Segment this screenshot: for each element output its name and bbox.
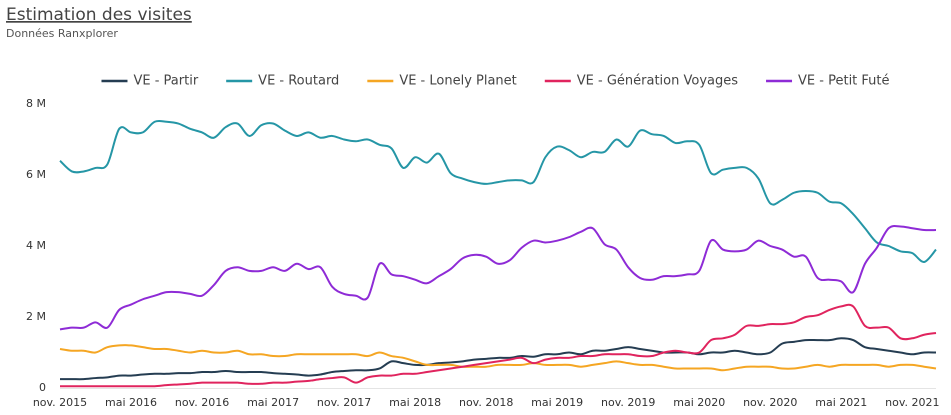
- line-series: [59, 337, 937, 381]
- legend-label: VE - Partir: [133, 74, 198, 89]
- y-tick-label: 0: [39, 381, 46, 394]
- line-series: [60, 303, 937, 388]
- y-tick-label: 2 M: [26, 310, 46, 323]
- y-tick-label: 6 M: [26, 168, 46, 181]
- chart-title: Estimation des visites: [6, 5, 192, 25]
- line-series: [59, 344, 937, 372]
- line-series: [59, 119, 937, 263]
- x-tick-label: nov. 2019: [601, 396, 655, 409]
- x-tick-label: nov. 2015: [33, 396, 87, 409]
- chart-subtitle: Données Ranxplorer: [6, 27, 118, 40]
- x-tick-label: mai 2016: [105, 396, 157, 409]
- x-tick-label: mai 2017: [247, 396, 299, 409]
- x-tick-label: nov. 2021: [885, 396, 939, 409]
- x-tick-label: nov. 2017: [317, 396, 371, 409]
- legend-label: VE - Petit Futé: [798, 74, 889, 89]
- line-series: [59, 225, 937, 331]
- legend-label: VE - Lonely Planet: [399, 74, 516, 89]
- x-tick-label: nov. 2016: [175, 396, 229, 409]
- legend-label: VE - Routard: [258, 74, 339, 89]
- x-tick-label: nov. 2018: [459, 396, 513, 409]
- y-tick-label: 8 M: [26, 97, 46, 110]
- x-tick-label: mai 2020: [673, 396, 725, 409]
- x-tick-label: mai 2019: [531, 396, 583, 409]
- y-tick-label: 4 M: [26, 239, 46, 252]
- x-tick-label: mai 2018: [389, 396, 441, 409]
- legend-label: VE - Génération Voyages: [577, 74, 738, 89]
- x-tick-label: nov. 2020: [743, 396, 797, 409]
- x-tick-label: mai 2021: [815, 396, 867, 409]
